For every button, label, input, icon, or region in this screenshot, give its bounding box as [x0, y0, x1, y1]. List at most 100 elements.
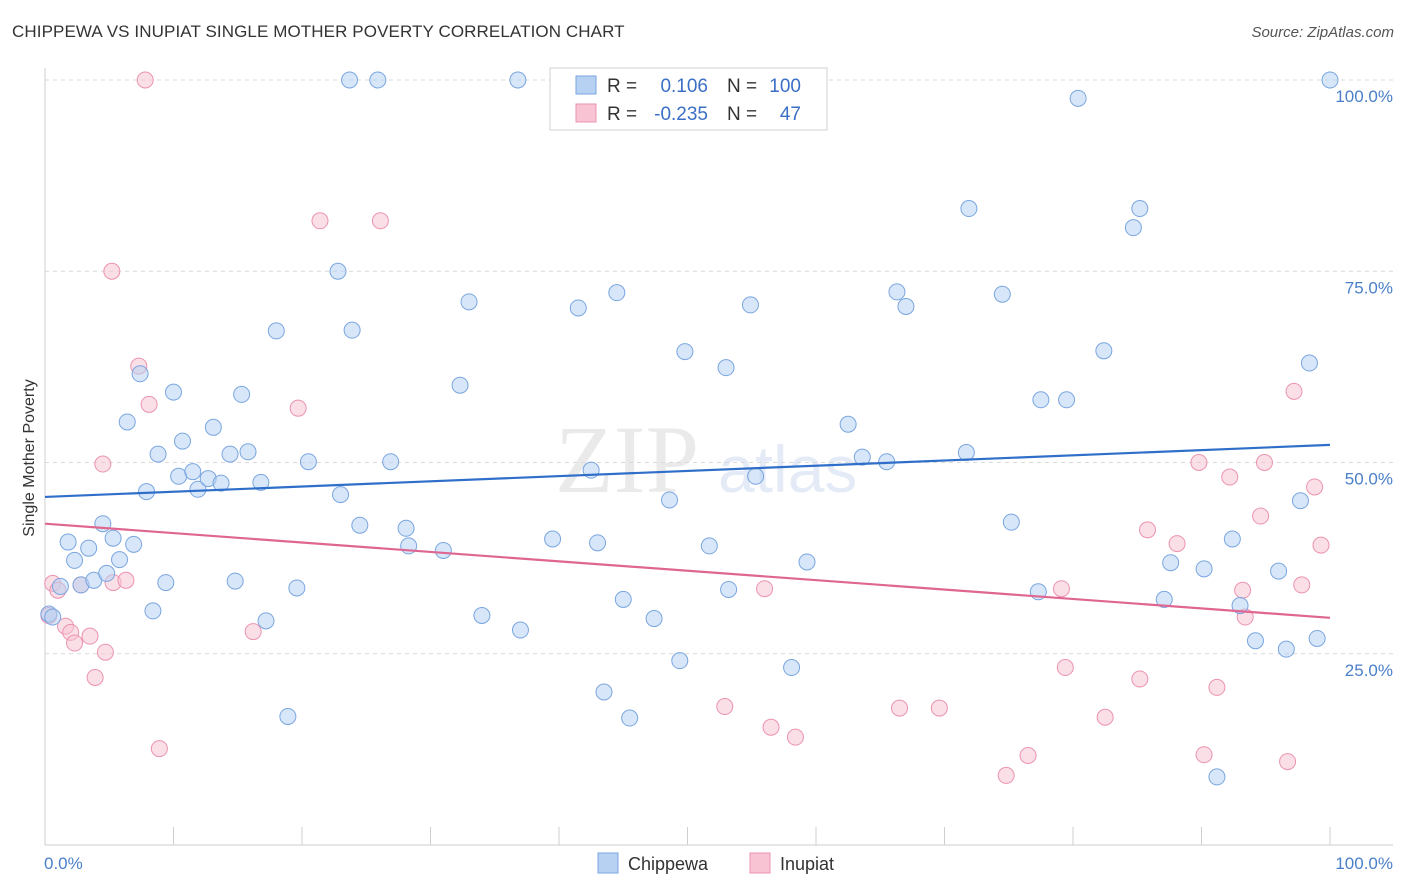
chippewa-point: [382, 453, 400, 471]
legend-r-label-1: R =: [607, 76, 637, 97]
chippewa-point: [645, 610, 663, 628]
chippewa-point: [741, 296, 759, 314]
inupiat-point: [756, 580, 774, 598]
chippewa-point: [44, 608, 62, 626]
chippewa-point: [397, 519, 415, 537]
inupiat-point: [1139, 521, 1157, 539]
chippewa-point: [960, 200, 978, 218]
chippewa-point: [170, 467, 188, 485]
chippewa-point: [747, 467, 765, 485]
chippewa-point: [104, 529, 122, 547]
chippewa-point: [66, 551, 84, 569]
legend-r-value-2: -0.235: [654, 104, 708, 125]
chippewa-point: [720, 580, 738, 598]
inupiat-point: [891, 699, 909, 717]
chippewa-point: [671, 652, 689, 670]
chippewa-point: [1032, 391, 1050, 409]
chippewa-point: [1058, 391, 1076, 409]
chippewa-point: [1308, 629, 1326, 647]
inupiat-point: [1096, 708, 1114, 726]
chippewa-point: [165, 383, 182, 401]
chippewa-point: [798, 553, 816, 571]
chippewa-point: [1069, 89, 1087, 107]
chippewa-point: [1300, 354, 1318, 372]
chippewa-point: [661, 491, 679, 509]
chippewa-point: [1002, 513, 1020, 531]
chippewa-point: [267, 322, 285, 340]
y-tick-label-50: 50.0%: [1345, 470, 1393, 489]
inupiat-point: [786, 728, 804, 746]
inupiat-point: [1279, 753, 1297, 771]
chippewa-point: [1291, 492, 1309, 510]
x-tick-min: 0.0%: [44, 854, 83, 873]
inupiat-point: [1234, 581, 1252, 599]
chippewa-point: [511, 621, 529, 639]
inupiat-point: [1293, 576, 1311, 594]
inupiat-swatch: [575, 103, 597, 123]
chart-title: CHIPPEWA VS INUPIAT SINGLE MOTHER POVERT…: [12, 22, 625, 41]
legend-n-value-1: 100: [769, 76, 801, 97]
y-tick-label-100: 100.0%: [1335, 87, 1393, 106]
inupiat-trend-line: [44, 522, 1331, 619]
y-axis-label: Single Mother Poverty: [21, 379, 38, 536]
chippewa-trend-line: [44, 443, 1331, 499]
chippewa-point: [204, 418, 222, 436]
chippewa-point: [957, 444, 975, 462]
y-tick-label-25: 25.0%: [1345, 661, 1393, 680]
chippewa-point: [144, 602, 162, 620]
chippewa-point: [676, 343, 694, 361]
chippewa-point: [157, 574, 175, 592]
inupiat-point: [86, 668, 104, 686]
inupiat-point: [289, 399, 307, 417]
chippewa-point: [700, 537, 718, 555]
inupiat-point: [1195, 746, 1213, 764]
legend-r-value-1: 0.106: [660, 76, 708, 97]
inupiat-point: [1052, 580, 1070, 598]
chippewa-point: [252, 473, 270, 491]
inupiat-point: [140, 395, 158, 413]
chippewa-point: [257, 612, 275, 630]
inupiat-point: [1285, 382, 1303, 400]
inupiat-point: [66, 634, 84, 652]
inupiat-point: [762, 718, 780, 736]
legend-n-label-2: N =: [727, 104, 757, 125]
inupiat-point: [1056, 659, 1074, 677]
inupiat-point: [96, 643, 114, 661]
y-tick-labels: 25.0% 50.0% 75.0% 100.0%: [1335, 87, 1393, 680]
chippewa-point: [888, 283, 906, 301]
inupiat-point: [930, 699, 948, 717]
inupiat-point: [1190, 454, 1208, 471]
chippewa-point: [1095, 342, 1113, 360]
axes: [44, 68, 1393, 846]
inupiat-points: [40, 71, 1330, 784]
chippewa-point: [111, 551, 129, 569]
legend-r-label-2: R =: [607, 104, 637, 125]
x-tick-max: 100.0%: [1335, 854, 1393, 873]
chippewa-point: [51, 577, 69, 595]
chippewa-point: [173, 432, 191, 450]
bottom-legend-chippewa: Chippewa: [628, 854, 709, 874]
inupiat-point: [1208, 678, 1226, 696]
inupiat-point: [1312, 536, 1330, 554]
chippewa-point: [1162, 554, 1180, 572]
chippewa-point: [343, 321, 361, 339]
inupiat-point: [1306, 478, 1324, 496]
chippewa-point: [131, 365, 149, 383]
inupiat-point: [136, 71, 154, 89]
chippewa-point: [125, 535, 143, 553]
series-legend: Chippewa Inupiat: [597, 852, 834, 874]
chippewa-point: [341, 71, 359, 89]
chippewa-point: [149, 445, 167, 463]
legend-n-label-1: N =: [727, 76, 757, 97]
inupiat-point: [103, 262, 121, 280]
chippewa-point: [717, 359, 735, 377]
chippewa-point: [1231, 597, 1249, 615]
chippewa-point: [595, 683, 613, 701]
chippewa-point: [279, 707, 297, 725]
inupiat-point: [1168, 535, 1186, 553]
chippewa-point: [473, 607, 491, 624]
inupiat-point: [1019, 746, 1037, 764]
chippewa-point: [118, 413, 136, 431]
inupiat-point: [1221, 468, 1239, 486]
